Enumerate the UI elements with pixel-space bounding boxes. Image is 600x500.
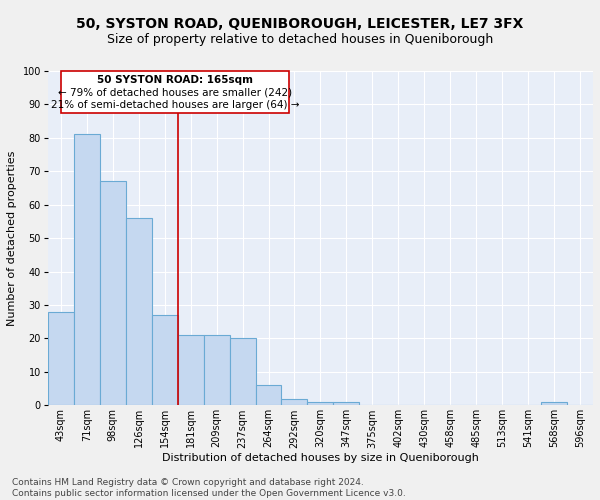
FancyBboxPatch shape xyxy=(61,71,289,112)
Text: 21% of semi-detached houses are larger (64) →: 21% of semi-detached houses are larger (… xyxy=(51,100,299,110)
Bar xyxy=(126,218,152,406)
Bar xyxy=(541,402,567,406)
Bar xyxy=(178,335,203,406)
Text: 50 SYSTON ROAD: 165sqm: 50 SYSTON ROAD: 165sqm xyxy=(97,75,253,85)
Text: 50, SYSTON ROAD, QUENIBOROUGH, LEICESTER, LE7 3FX: 50, SYSTON ROAD, QUENIBOROUGH, LEICESTER… xyxy=(76,18,524,32)
Bar xyxy=(152,315,178,406)
Bar xyxy=(256,386,281,406)
Bar xyxy=(307,402,334,406)
Text: ← 79% of detached houses are smaller (242): ← 79% of detached houses are smaller (24… xyxy=(58,88,292,98)
Bar xyxy=(100,182,126,406)
Bar xyxy=(48,312,74,406)
Bar xyxy=(203,335,230,406)
Bar xyxy=(74,134,100,406)
Bar xyxy=(334,402,359,406)
Text: Size of property relative to detached houses in Queniborough: Size of property relative to detached ho… xyxy=(107,32,493,46)
Bar xyxy=(281,398,307,406)
Bar xyxy=(230,338,256,406)
Y-axis label: Number of detached properties: Number of detached properties xyxy=(7,150,17,326)
X-axis label: Distribution of detached houses by size in Queniborough: Distribution of detached houses by size … xyxy=(162,453,479,463)
Text: Contains HM Land Registry data © Crown copyright and database right 2024.
Contai: Contains HM Land Registry data © Crown c… xyxy=(12,478,406,498)
